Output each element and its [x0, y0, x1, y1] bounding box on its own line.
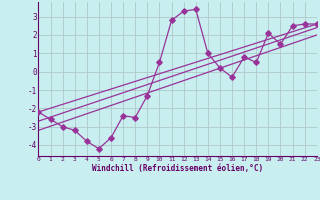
X-axis label: Windchill (Refroidissement éolien,°C): Windchill (Refroidissement éolien,°C) — [92, 164, 263, 173]
